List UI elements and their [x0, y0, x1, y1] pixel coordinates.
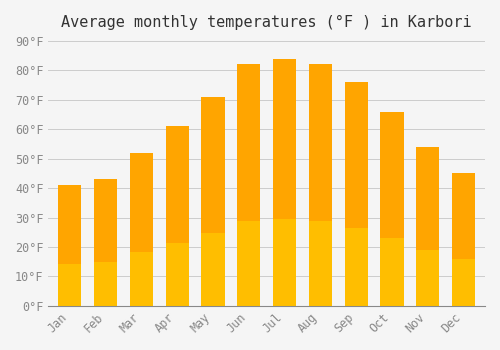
Bar: [273, 219, 296, 306]
Bar: [416, 147, 440, 306]
Bar: [94, 261, 118, 306]
Bar: [344, 228, 368, 306]
Bar: [452, 259, 475, 306]
Bar: [416, 250, 440, 306]
Bar: [273, 58, 296, 306]
Bar: [130, 252, 153, 306]
Bar: [130, 153, 153, 306]
Bar: [58, 264, 82, 306]
Bar: [237, 221, 260, 306]
Bar: [58, 185, 82, 306]
Bar: [202, 97, 224, 306]
Bar: [344, 82, 368, 306]
Bar: [94, 179, 118, 306]
Bar: [452, 173, 475, 306]
Bar: [166, 243, 189, 306]
Bar: [308, 221, 332, 306]
Bar: [380, 238, 404, 306]
Bar: [308, 64, 332, 306]
Title: Average monthly temperatures (°F ) in Karbori: Average monthly temperatures (°F ) in Ka…: [62, 15, 472, 30]
Bar: [380, 112, 404, 306]
Bar: [202, 233, 224, 306]
Bar: [166, 126, 189, 306]
Bar: [237, 64, 260, 306]
